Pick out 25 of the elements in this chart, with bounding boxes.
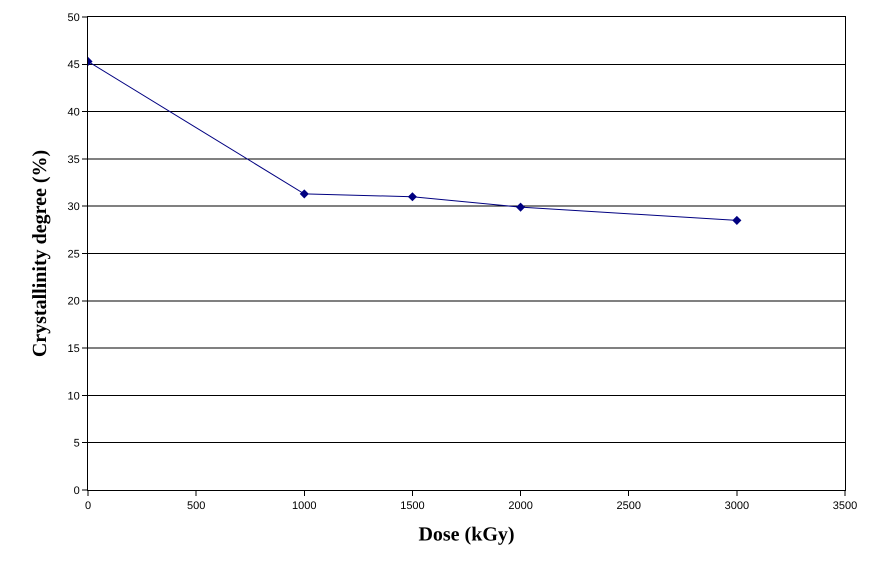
y-tick-label: 50: [68, 12, 80, 24]
point: [732, 216, 742, 225]
y-tick-label: 20: [68, 296, 80, 308]
x-tick-label: 1500: [400, 500, 425, 512]
x-tick-label: 2500: [616, 500, 641, 512]
x-tick-label: 500: [186, 500, 206, 512]
x-tick-label: 2000: [508, 500, 533, 512]
y-tick-label: 45: [68, 59, 80, 72]
y-tick-label: 25: [68, 248, 80, 260]
y-tick-label: 5: [74, 438, 80, 450]
y-tick-label: 15: [68, 342, 80, 355]
point: [516, 202, 526, 212]
y-axis-title: Crystallinity degree (%): [29, 150, 52, 358]
x-tick-label: 0: [84, 500, 92, 512]
y-tick-label: 40: [68, 106, 80, 118]
point: [300, 189, 309, 198]
x-tick-label: 3500: [832, 500, 858, 512]
y-tick-label: 30: [68, 201, 80, 214]
x-tick-label: 1000: [292, 500, 317, 512]
y-tick-label: 0: [74, 484, 80, 497]
point: [408, 192, 417, 202]
x-axis-title: Dose (kGy): [418, 524, 515, 546]
x-tick-label: 3000: [724, 500, 750, 512]
y-tick-label: 10: [68, 390, 80, 402]
y-tick-label: 35: [68, 154, 80, 166]
